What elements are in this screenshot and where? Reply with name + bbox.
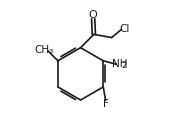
Text: F: F bbox=[103, 99, 109, 109]
Text: CH₃: CH₃ bbox=[34, 45, 54, 55]
Text: Cl: Cl bbox=[120, 24, 130, 34]
Text: 2: 2 bbox=[121, 61, 127, 70]
Text: O: O bbox=[89, 10, 98, 20]
Text: NH: NH bbox=[112, 59, 128, 69]
